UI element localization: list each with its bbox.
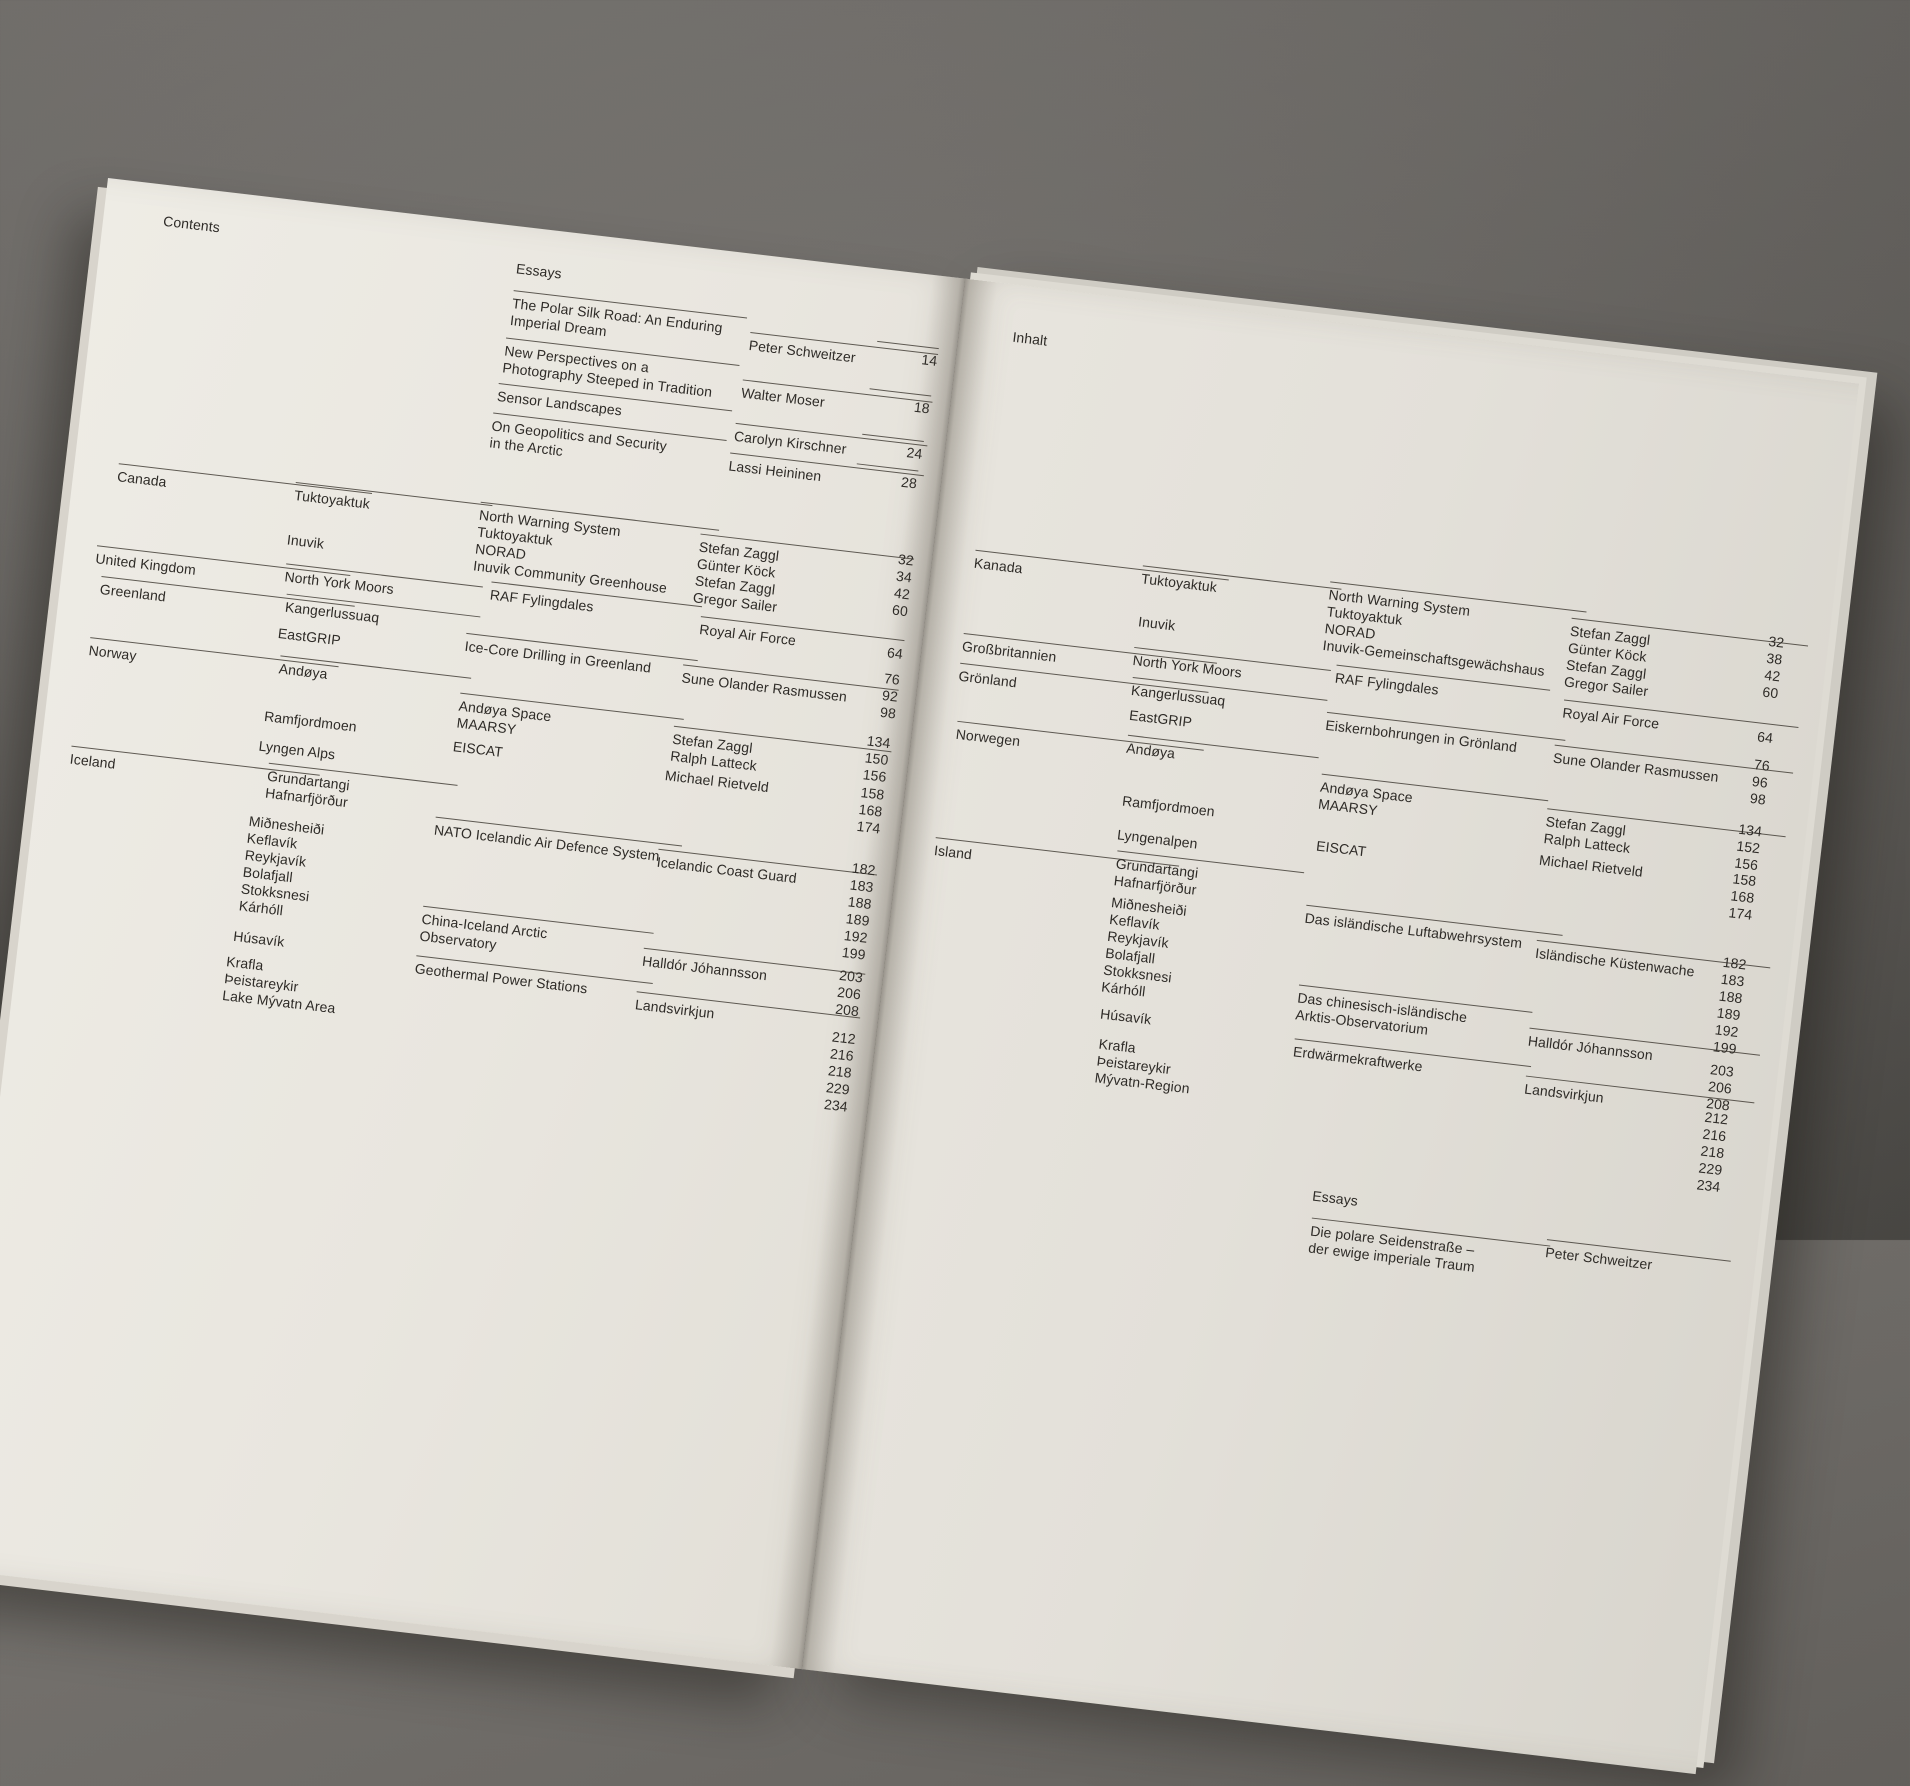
toc-places-grundartangi: Grundartangi Hafnarfjörður [264,762,458,824]
toc-project-arktis-observatorium: Das chinesisch-isländische Arktis-Observ… [1294,984,1533,1051]
toc-project-eiscat: EISCAT [1315,837,1368,860]
toc-project-luftabwehrsystem: Das isländische Luftabwehrsystem [1303,904,1563,957]
toc-place-tuktoyaktuk: Tuktoyaktuk [1140,565,1342,611]
toc-place-ramfjordmoen: Ramfjordmoen [263,707,358,735]
toc-project-andoya-space-maarsy: Andøya Space MAARSY [1317,773,1549,840]
toc-page-numbers: 158 168 174 [1727,870,1758,923]
toc-project-eiskernbohrungen: Eiskernbohrungen in Grönland [1324,711,1566,762]
toc-places-midnesheidi-group: Miðnesheiði Keflavík Reykjavík Bolafjall… [1100,894,1188,1000]
toc-page-numbers: 212 216 218 229 234 [1695,1108,1730,1195]
toc-page-numbers: 182 183 188 189 192 199 [1712,953,1748,1057]
toc-place-andoya: Andøya [1125,734,1319,780]
toc-place-inuvik: Inuvik [1137,613,1177,634]
toc-page-numbers: 32 38 42 60 [1761,632,1786,702]
toc-place-husavik: Húsavík [1099,1005,1153,1028]
toc-place-tuktoyaktuk: Tuktoyaktuk [293,481,493,527]
toc-places-midnesheidi-group: Miðnesheiði Keflavík Reykjavík Bolafjall… [238,812,326,919]
toc-place-inuvik: Inuvik [286,531,325,552]
toc-page-numbers: 76 96 98 [1749,756,1771,808]
essays-section-label: Essays [1311,1187,1359,1209]
toc-page-numbers: 134 152 156 [1733,820,1763,874]
essay-title: Die polare Seidenstraße – der ewige impe… [1307,1217,1551,1285]
essay-author: Peter Schweitzer [1544,1239,1731,1283]
page-title: Contents [162,212,221,236]
toc-place-andoya: Andøya [277,655,472,700]
toc-project-nato-air-defence: NATO Icelandic Air Defence System [433,816,683,868]
toc-place-eastgrip: EastGRIP [277,625,342,649]
toc-project-ice-core-drilling: Ice-Core Drilling in Greenland [463,632,698,682]
toc-places-krafla-group: Krafla Þeistareykir Lake Mývatn Area [221,953,337,1017]
essays-section-label: Essays [515,260,563,282]
toc-place-ramfjordmoen: Ramfjordmoen [1121,792,1216,820]
toc-places-krafla-group: Krafla Þeistareykir Mývatn-Region [1093,1035,1191,1097]
page-title: Inhalt [1011,328,1049,349]
